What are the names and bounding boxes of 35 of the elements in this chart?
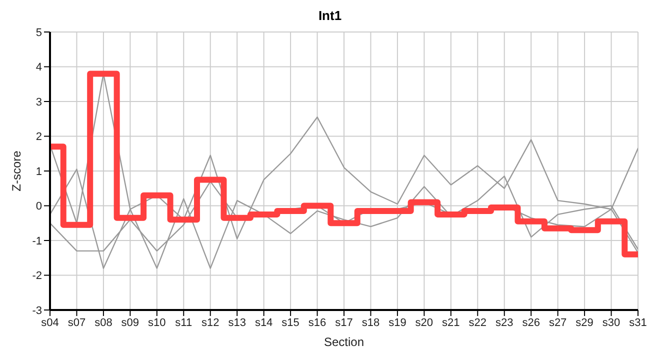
- y-axis-title: Z-score: [9, 150, 24, 192]
- x-tick-label: s07: [68, 316, 86, 329]
- x-tick-label: s19: [388, 316, 406, 329]
- x-tick-label: s30: [602, 316, 620, 329]
- x-tick-label: s20: [415, 316, 434, 329]
- x-tick-label: s17: [335, 316, 353, 329]
- y-tick-label: -3: [32, 304, 42, 317]
- y-tick-label: 2: [36, 131, 42, 144]
- x-tick-label: s27: [548, 316, 567, 329]
- x-tick-label: s21: [442, 316, 460, 329]
- x-axis-title: Section: [324, 335, 364, 349]
- x-tick-label: s04: [41, 316, 59, 329]
- x-tick-label: s13: [228, 316, 246, 329]
- x-tick-label: s29: [576, 316, 594, 329]
- y-tick-label: 0: [36, 200, 42, 213]
- y-tick-label: 4: [36, 62, 42, 74]
- x-tick-label: s23: [495, 316, 514, 329]
- x-tick-label: s09: [121, 316, 140, 329]
- y-tick-label: -1: [32, 235, 42, 248]
- x-tick-label: s16: [308, 316, 326, 329]
- x-tick-label: s11: [175, 316, 192, 329]
- x-tick-label: s31: [629, 316, 647, 329]
- x-tick-label: s10: [148, 316, 166, 329]
- chart-title: Int1: [317, 8, 343, 24]
- x-tick-label: s14: [254, 316, 273, 329]
- x-tick-label: s26: [522, 316, 540, 329]
- y-tick-label: 5: [36, 26, 42, 39]
- x-tick-label: s08: [94, 316, 112, 329]
- x-tick-label: s18: [362, 316, 380, 329]
- x-tick-label: s15: [282, 316, 300, 329]
- y-tick-label: 1: [36, 166, 42, 178]
- y-tick-label: -2: [32, 270, 42, 282]
- x-tick-label: s12: [201, 316, 220, 329]
- x-tick-label: s22: [468, 316, 487, 329]
- y-tick-label: 3: [36, 96, 42, 108]
